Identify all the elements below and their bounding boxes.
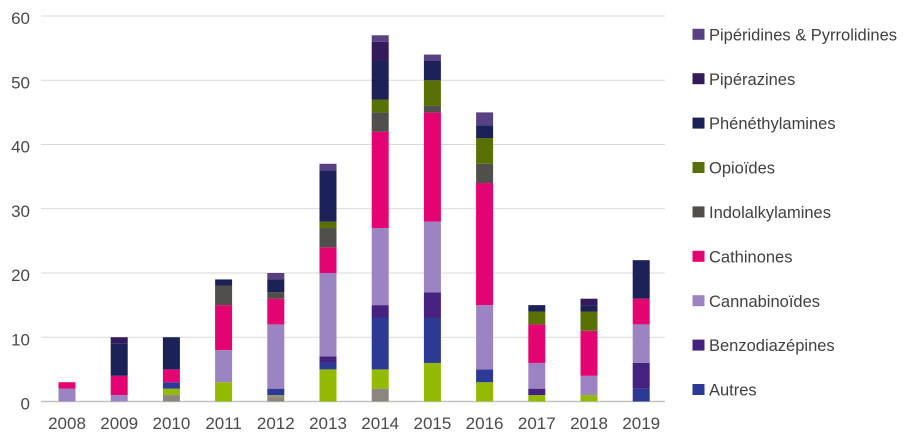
svg-text:2011: 2011 bbox=[205, 414, 242, 433]
svg-text:2019: 2019 bbox=[622, 414, 660, 433]
svg-text:2009: 2009 bbox=[100, 414, 138, 433]
svg-text:2010: 2010 bbox=[152, 414, 190, 433]
svg-text:Opioïdes: Opioïdes bbox=[709, 160, 775, 178]
svg-text:Phénéthylamines: Phénéthylamines bbox=[709, 115, 836, 133]
svg-text:10: 10 bbox=[11, 330, 30, 349]
svg-text:0: 0 bbox=[21, 395, 30, 414]
svg-text:2014: 2014 bbox=[361, 414, 399, 433]
svg-text:Cathinones: Cathinones bbox=[709, 248, 792, 266]
svg-text:20: 20 bbox=[11, 266, 30, 285]
svg-text:2016: 2016 bbox=[466, 414, 504, 433]
svg-text:2013: 2013 bbox=[309, 414, 347, 433]
svg-text:60: 60 bbox=[11, 9, 30, 28]
svg-text:Cannabinoïdes: Cannabinoïdes bbox=[709, 293, 820, 311]
svg-text:2015: 2015 bbox=[413, 414, 451, 433]
svg-text:Pipérazines: Pipérazines bbox=[709, 71, 795, 89]
svg-text:30: 30 bbox=[11, 202, 30, 221]
svg-text:40: 40 bbox=[11, 138, 30, 157]
svg-text:2018: 2018 bbox=[570, 414, 608, 433]
svg-text:Pipéridines & Pyrrolidines: Pipéridines & Pyrrolidines bbox=[709, 26, 897, 44]
svg-text:Autres: Autres bbox=[709, 382, 757, 400]
svg-text:Indolalkylamines: Indolalkylamines bbox=[709, 204, 831, 222]
svg-text:50: 50 bbox=[11, 73, 30, 92]
svg-text:2012: 2012 bbox=[257, 414, 295, 433]
svg-text:Benzodiazépines: Benzodiazépines bbox=[709, 337, 835, 355]
svg-text:2017: 2017 bbox=[518, 414, 556, 433]
svg-text:2008: 2008 bbox=[48, 414, 86, 433]
